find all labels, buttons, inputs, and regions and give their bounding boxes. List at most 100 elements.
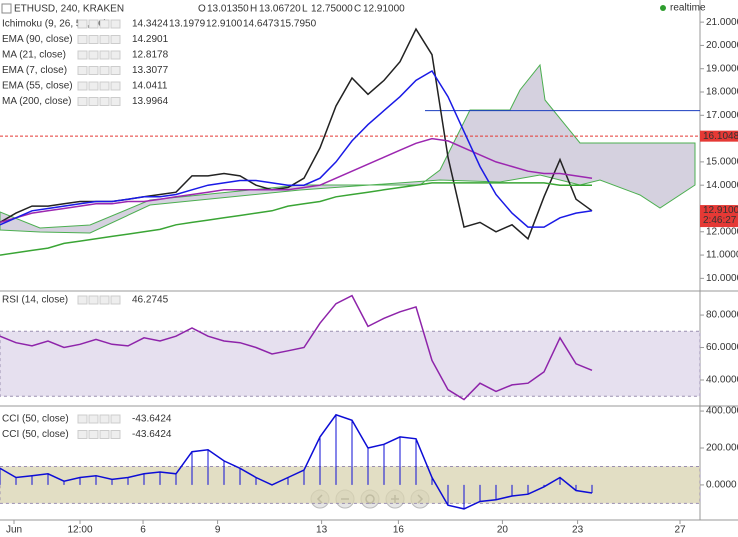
- legend-value: 12.9100: [206, 19, 243, 30]
- legend-button: [88, 35, 99, 44]
- legend-button: [88, 97, 99, 106]
- x-tick-label: 9: [215, 525, 221, 536]
- y-tick-label: 10.00000: [706, 273, 738, 284]
- legend-name: EMA (55, close): [2, 81, 73, 92]
- legend-button: [77, 295, 88, 305]
- x-tick-label: 6: [140, 525, 146, 536]
- y-tick-label: 14.00000: [706, 180, 738, 191]
- legend-button: [110, 19, 121, 29]
- quote-value: 13.01350: [207, 4, 249, 15]
- legend-name: EMA (7, close): [2, 65, 67, 76]
- price-label-bg: [700, 130, 738, 142]
- legend-value: 12.8178: [132, 50, 169, 61]
- quote-value: 12.75000: [311, 4, 353, 15]
- y-tick-label: 20.00000: [706, 40, 738, 51]
- legend-button: [88, 295, 99, 305]
- legend-button: [99, 66, 110, 75]
- legend-button: [110, 35, 121, 44]
- y-tick-label: 17.00000: [706, 110, 738, 121]
- legend-value: 15.7950: [280, 19, 317, 30]
- legend-button: [77, 66, 88, 75]
- collapse-icon[interactable]: [1, 3, 12, 14]
- legend-button: [110, 295, 121, 305]
- x-tick-label: 16: [393, 525, 405, 536]
- band: [0, 330, 701, 397]
- y-tick-label: 12.00000: [706, 226, 738, 237]
- series-line: [0, 413, 593, 510]
- y-tick-label: 80.0000: [706, 310, 738, 321]
- quote-value: 13.06720: [259, 4, 301, 15]
- legend-value: 13.9964: [132, 96, 169, 107]
- legend-button: [88, 430, 99, 439]
- quote-value: 12.91000: [363, 4, 405, 15]
- legend-value: -43.6424: [132, 429, 172, 440]
- legend-button: [88, 414, 99, 424]
- legend-button: [99, 35, 110, 44]
- x-tick-label: 23: [572, 525, 584, 536]
- legend-button: [99, 414, 110, 424]
- y-tick-label: 0.0000: [706, 480, 737, 491]
- legend-name: Ichimoku (9, 26, 52, 26): [2, 19, 107, 30]
- price-label: 12.91000: [703, 205, 738, 216]
- legend-value: 46.2745: [132, 295, 169, 306]
- series-line: [0, 69, 593, 228]
- series-line: [0, 137, 593, 224]
- legend-value: -43.6424: [132, 414, 172, 425]
- legend-name: CCI (50, close): [2, 414, 69, 425]
- series-line: [0, 294, 593, 401]
- legend-value: 13.3077: [132, 65, 169, 76]
- legend-button: [88, 19, 99, 29]
- legend-button: [77, 430, 88, 439]
- legend-button: [99, 430, 110, 439]
- legend-button: [77, 50, 88, 60]
- ichimoku-cloud: [0, 63, 696, 234]
- legend-name: RSI (14, close): [2, 295, 68, 306]
- y-tick-label: 40.0000: [706, 375, 738, 386]
- x-tick-label: 13: [316, 525, 328, 536]
- legend-button: [110, 430, 121, 439]
- price-label: 16.10485: [703, 131, 738, 142]
- y-tick-label: 18.00000: [706, 87, 738, 98]
- legend-value: 14.0411: [132, 81, 168, 92]
- legend-name: MA (200, close): [2, 96, 71, 107]
- legend-button: [110, 50, 121, 60]
- legend-button: [110, 81, 121, 91]
- legend-name: EMA (90, close): [2, 34, 73, 45]
- legend-button: [88, 66, 99, 75]
- legend-button: [77, 81, 88, 91]
- y-tick-label: 60.0000: [706, 342, 738, 353]
- legend-value: 14.6473: [243, 19, 280, 30]
- countdown: 2:46:27: [703, 215, 737, 226]
- legend-button: [110, 414, 121, 424]
- quote-label: L: [302, 4, 308, 15]
- y-tick-label: 15.00000: [706, 157, 738, 168]
- legend-button: [99, 50, 110, 60]
- status: realtime: [670, 3, 706, 14]
- legend-button: [99, 81, 110, 91]
- y-tick-label: 400.0000: [706, 406, 738, 417]
- legend-button: [99, 97, 110, 106]
- y-tick-label: 21.00000: [706, 17, 738, 28]
- legend-button: [77, 35, 88, 44]
- legend-button: [88, 50, 99, 60]
- legend-name: MA (21, close): [2, 50, 66, 61]
- legend-value: 13.1979: [169, 19, 206, 30]
- quote-label: H: [250, 4, 257, 15]
- quote-label: C: [354, 4, 361, 15]
- x-tick-label: 27: [674, 525, 686, 536]
- legend-button: [77, 19, 88, 29]
- legend-button: [99, 19, 110, 29]
- quote-label: O: [198, 4, 206, 15]
- price-label-bg: [700, 205, 738, 228]
- y-tick-label: 11.00000: [706, 250, 738, 261]
- y-tick-label: 200.0000: [706, 443, 738, 454]
- series-line: [0, 182, 592, 256]
- y-tick-label: 19.00000: [706, 63, 738, 74]
- status-dot: [660, 5, 666, 11]
- legend-button: [99, 295, 110, 305]
- legend-name: CCI (50, close): [2, 429, 69, 440]
- legend-value: 14.3424: [132, 19, 169, 30]
- x-tick-label: 20: [497, 525, 509, 536]
- legend-button: [77, 97, 88, 106]
